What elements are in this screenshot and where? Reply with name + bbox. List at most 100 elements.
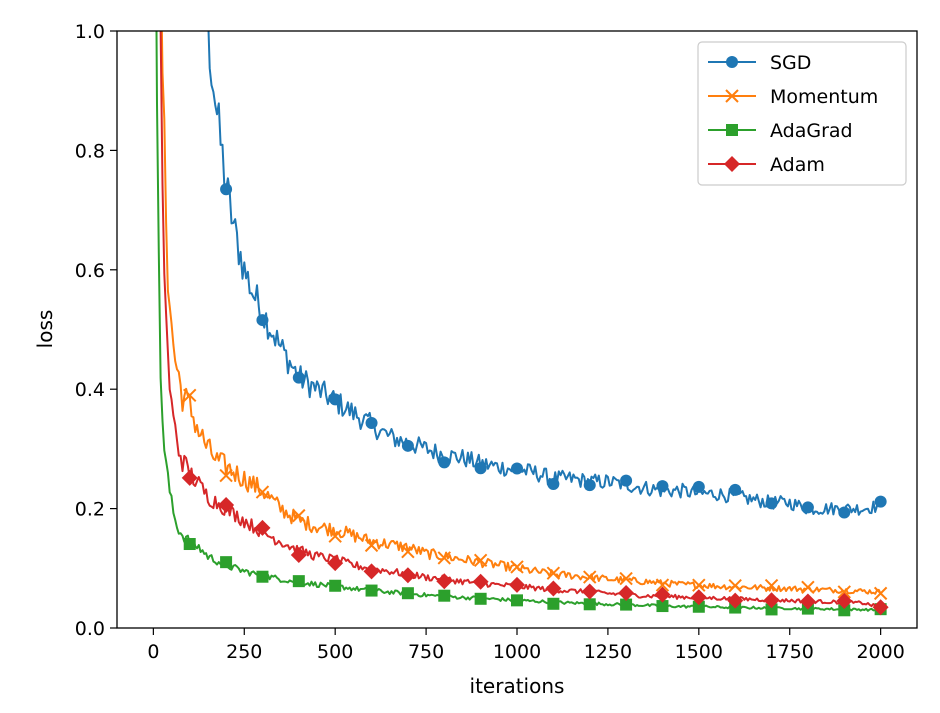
data-point-momentum [364,538,379,553]
data-point-sgd [765,497,778,510]
data-point-sgd [292,371,305,384]
data-point-sgd [329,393,342,406]
legend-marker-momentum [725,89,739,103]
y-axis-label: loss [33,310,57,349]
x-tick-label: 1000 [493,641,541,663]
data-point-adam [690,589,707,606]
data-point-momentum [255,485,270,499]
data-point-momentum [473,553,488,568]
data-point-adam [290,547,307,564]
data-point-adam [254,519,271,536]
data-point-momentum [873,586,888,601]
data-point-sgd [438,456,451,469]
x-tick-label: 2000 [856,641,904,663]
data-point-momentum [728,579,742,593]
legend-item-adagrad: AdaGrad [708,120,853,142]
data-point-momentum [546,566,561,580]
data-point-sgd [547,478,560,491]
data-point-momentum [292,508,306,523]
data-point-adagrad [511,594,523,607]
data-point-sgd [692,480,705,493]
legend-label-sgd: SGD [770,52,811,74]
data-point-momentum [801,580,815,594]
data-point-momentum [655,578,670,592]
data-point-sgd [729,483,742,496]
legend-label-adagrad: AdaGrad [770,120,853,142]
legend-item-sgd: SGD [708,52,811,74]
data-point-momentum [401,544,415,559]
data-point-adagrad [329,579,342,592]
legend-item-momentum: Momentum [708,86,878,108]
x-tick-label: 1250 [584,641,632,663]
data-point-momentum [183,388,197,403]
y-tick-label: 0.4 [75,379,105,401]
data-point-adagrad [292,575,305,588]
legend-label-momentum: Momentum [770,86,878,108]
series-adam [159,31,889,616]
x-tick-label: 0 [147,641,159,663]
data-point-adagrad [365,584,378,597]
y-tick-label: 0.6 [75,260,105,282]
y-tick-label: 1.0 [75,21,105,43]
data-point-adagrad [620,598,633,611]
data-point-sgd [620,474,633,487]
data-point-momentum [837,585,851,599]
data-point-adagrad [438,589,451,602]
data-point-adam [399,567,416,584]
data-point-adam [836,592,853,609]
data-point-adagrad [401,587,414,600]
data-point-sgd [583,479,596,492]
data-point-sgd [401,439,414,452]
y-tick-label: 0.0 [75,618,105,640]
data-point-sgd [474,462,487,475]
x-tick-label: 250 [226,641,262,663]
data-point-adam [763,592,780,609]
data-point-sgd [365,417,378,430]
x-tick-label: 1750 [766,641,814,663]
data-point-sgd [874,495,887,508]
x-tick-label: 1500 [675,641,723,663]
data-point-sgd [220,183,233,196]
data-point-adam [654,586,671,603]
legend-marker-sgd [726,56,738,68]
data-point-adam [509,576,525,593]
data-point-adam [581,583,598,600]
series-momentum [160,31,888,601]
legend-label-adam: Adam [770,154,825,176]
data-point-adagrad [656,600,669,613]
data-point-adam [218,496,235,513]
data-point-adam [181,469,198,486]
data-point-sgd [256,314,269,327]
data-point-adam [363,563,380,580]
data-point-momentum [692,578,706,592]
data-point-adam [872,599,889,616]
data-point-momentum [510,560,524,574]
data-point-adagrad [256,570,269,583]
data-point-sgd [656,480,669,493]
data-point-adagrad [838,604,851,617]
y-tick-label: 0.8 [75,140,105,162]
x-tick-label: 750 [408,641,444,663]
data-point-adagrad [692,600,705,613]
legend-box [697,41,907,186]
data-point-adam [436,573,453,590]
legend-item-adam: Adam [708,154,825,176]
x-tick-label: 500 [317,641,353,663]
data-point-adagrad [220,556,233,569]
data-point-sgd [801,501,814,514]
data-point-adam [327,555,344,572]
data-point-adagrad [183,538,196,551]
series-sgd [207,31,887,519]
data-point-adam [618,584,635,601]
data-point-adam [727,592,744,609]
data-point-adagrad [547,597,560,610]
legend-marker-adam [724,156,740,172]
data-point-sgd [511,462,523,475]
data-point-adagrad [765,603,778,616]
y-tick-label: 0.2 [75,499,105,521]
data-point-momentum [583,570,597,584]
data-point-adam [545,580,562,597]
data-point-momentum [219,468,233,483]
data-point-adam [472,573,489,590]
